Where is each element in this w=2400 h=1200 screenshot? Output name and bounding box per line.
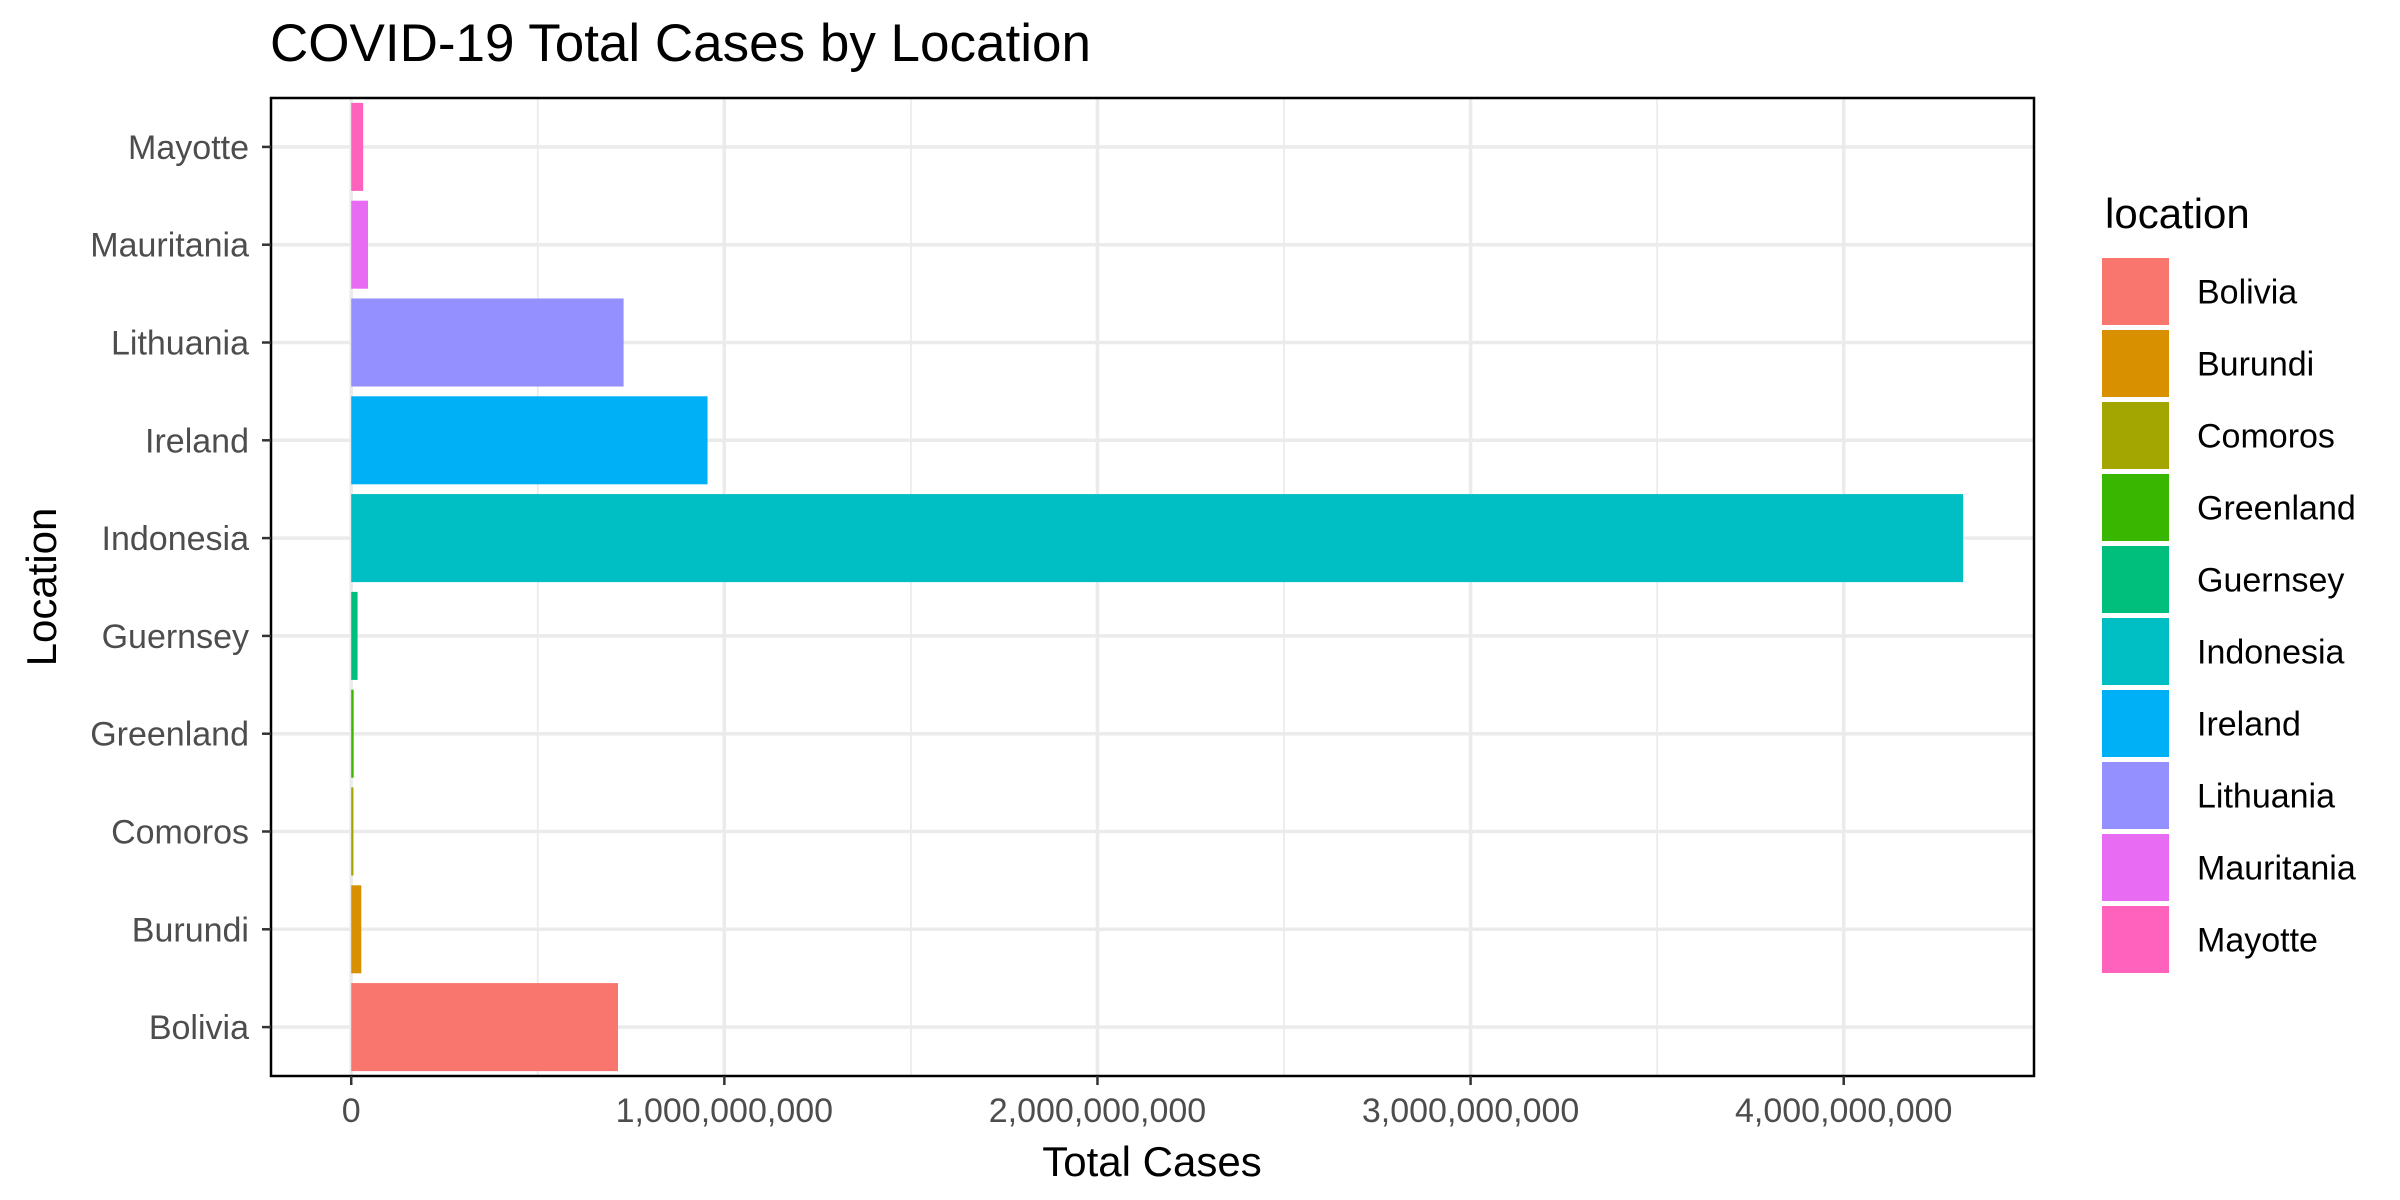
legend: location Bolivia Burundi Comoros Greenland G…	[2102, 190, 2356, 973]
x-axis: 0 1,000,000,000 2,000,000,000 3,000,000,000…	[342, 1076, 1952, 1130]
y-tick-label: Guernsey	[102, 618, 249, 656]
legend-key-guernsey	[2102, 546, 2169, 613]
legend-key-mayotte	[2102, 906, 2169, 973]
y-axis: Bolivia Burundi Comoros Greenland Guernsey In…	[90, 129, 271, 1047]
legend-label: Guernsey	[2197, 562, 2344, 600]
legend-key-indonesia	[2102, 618, 2169, 685]
legend-key-mauritania	[2102, 834, 2169, 901]
y-tick-label: Greenland	[90, 716, 249, 754]
legend-label: Lithuania	[2197, 778, 2335, 816]
bar-guernsey	[351, 591, 358, 680]
bars	[351, 102, 1964, 1072]
x-tick-label: 2,000,000,000	[989, 1092, 1206, 1130]
y-tick-label: Ireland	[145, 422, 249, 460]
legend-key-bolivia	[2102, 258, 2169, 325]
bar-greenland	[351, 689, 354, 778]
legend-label: Ireland	[2197, 706, 2301, 744]
legend-label: Comoros	[2197, 418, 2335, 456]
legend-key-greenland	[2102, 474, 2169, 541]
bar-comoros	[351, 787, 354, 876]
legend-label: Burundi	[2197, 346, 2314, 384]
bar-bolivia	[351, 983, 619, 1072]
y-tick-label: Burundi	[132, 911, 249, 949]
legend-label: Mauritania	[2197, 850, 2356, 888]
legend-key-burundi	[2102, 330, 2169, 397]
bar-mauritania	[351, 200, 369, 289]
grid-lines	[271, 98, 2034, 1076]
y-axis-title: Location	[18, 508, 65, 667]
bar-ireland	[351, 396, 708, 485]
y-tick-label: Bolivia	[149, 1009, 249, 1047]
y-tick-label: Mayotte	[128, 129, 249, 167]
y-tick-label: Comoros	[111, 814, 249, 852]
x-tick-label: 4,000,000,000	[1735, 1092, 1952, 1130]
x-tick-label: 0	[342, 1092, 361, 1130]
bar-lithuania	[351, 298, 624, 387]
x-tick-label: 3,000,000,000	[1362, 1092, 1579, 1130]
legend-key-ireland	[2102, 690, 2169, 757]
legend-key-comoros	[2102, 402, 2169, 469]
chart-title: COVID-19 Total Cases by Location	[270, 14, 1091, 73]
legend-key-lithuania	[2102, 762, 2169, 829]
y-tick-label: Indonesia	[102, 520, 250, 558]
bar-indonesia	[351, 494, 1964, 583]
legend-label: Greenland	[2197, 490, 2356, 528]
legend-title: location	[2105, 190, 2250, 237]
legend-label: Indonesia	[2197, 634, 2345, 672]
y-tick-label: Lithuania	[111, 325, 249, 363]
plot-panel-border	[269, 96, 2036, 1078]
bar-mayotte	[351, 102, 364, 191]
bar-burundi	[351, 885, 362, 974]
x-tick-label: 1,000,000,000	[616, 1092, 833, 1130]
legend-label: Mayotte	[2197, 922, 2318, 960]
y-tick-label: Mauritania	[90, 227, 249, 265]
legend-label: Bolivia	[2197, 274, 2297, 312]
x-axis-title: Total Cases	[1042, 1138, 1261, 1185]
